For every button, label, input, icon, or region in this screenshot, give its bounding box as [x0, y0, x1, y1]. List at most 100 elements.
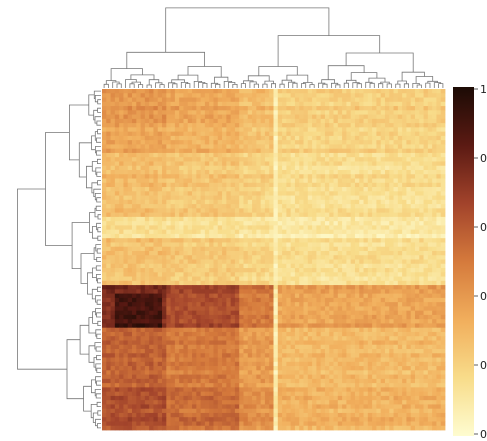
heatmap-cell [419, 140, 424, 145]
heatmap-cell [217, 242, 223, 248]
heatmap-cell [252, 242, 257, 248]
heatmap-cell [102, 285, 107, 290]
heatmap-cell [230, 302, 236, 307]
heatmap-cell [440, 216, 446, 222]
heatmap-cell [277, 97, 283, 103]
heatmap-cell [410, 135, 416, 141]
heatmap-cell [312, 285, 317, 290]
heatmap-cell [312, 289, 317, 294]
heatmap-cell [170, 97, 176, 103]
heatmap-cell [226, 255, 232, 260]
heatmap-cell [324, 272, 330, 277]
heatmap-cell [329, 89, 334, 94]
heatmap-cell [376, 340, 382, 346]
heatmap-cell [324, 118, 330, 124]
heatmap-cell [337, 131, 343, 137]
heatmap-cell [132, 250, 137, 256]
heatmap-cell [384, 280, 390, 286]
heatmap-cell [303, 191, 309, 196]
heatmap-cell [273, 263, 279, 269]
heatmap-cell [414, 106, 420, 111]
heatmap-cell [140, 152, 146, 158]
heatmap-cell [290, 285, 296, 290]
heatmap-cell [406, 319, 412, 324]
heatmap-cell [102, 106, 107, 111]
heatmap-cell [196, 306, 202, 312]
heatmap-cell [140, 195, 146, 201]
heatmap-cell [402, 319, 407, 324]
heatmap-cell [342, 178, 347, 184]
heatmap-cell [423, 131, 429, 137]
heatmap-cell [123, 110, 129, 115]
heatmap-cell [410, 123, 416, 128]
heatmap-cell [436, 161, 442, 167]
heatmap-cell [102, 306, 107, 312]
dendrogram-link [45, 132, 73, 246]
dendrogram-link [271, 83, 276, 88]
heatmap-cell [307, 187, 313, 192]
heatmap-cell [200, 331, 206, 337]
heatmap-cell [359, 106, 364, 111]
heatmap-cell [209, 216, 214, 222]
heatmap-cell [346, 187, 352, 192]
heatmap-cell [376, 174, 382, 179]
heatmap-cell [397, 268, 403, 273]
heatmap-cell [337, 123, 343, 128]
heatmap-cell [213, 310, 219, 316]
heatmap-cell [342, 233, 347, 239]
heatmap-cell [410, 208, 416, 214]
heatmap-cell [333, 233, 339, 239]
heatmap-cell [350, 140, 356, 145]
heatmap-cell [217, 131, 223, 137]
heatmap-cell [252, 259, 257, 265]
heatmap-cell [277, 165, 283, 171]
heatmap-cell [346, 191, 352, 196]
heatmap-cell [324, 127, 330, 133]
heatmap-cell [157, 161, 163, 167]
heatmap-cell [170, 225, 176, 231]
heatmap-cell [149, 93, 154, 98]
heatmap-cell [149, 323, 154, 329]
heatmap-cell [247, 272, 253, 277]
heatmap-cell [432, 127, 437, 133]
heatmap-cell [110, 225, 116, 231]
heatmap-cell [350, 118, 356, 124]
heatmap-cell [273, 323, 279, 329]
heatmap-cell [196, 101, 202, 107]
heatmap-cell [243, 110, 249, 115]
heatmap-cell [384, 336, 390, 341]
heatmap-cell [376, 110, 382, 115]
heatmap-cell [397, 233, 403, 239]
heatmap-cell [260, 314, 266, 320]
heatmap-cell [119, 238, 124, 243]
heatmap-cell [440, 280, 446, 286]
heatmap-cell [204, 280, 210, 286]
heatmap-cell [149, 293, 154, 299]
heatmap-cell [252, 229, 257, 235]
heatmap-cell [436, 293, 442, 299]
heatmap-cell [179, 293, 184, 299]
heatmap-cell [410, 187, 416, 192]
heatmap-cell [269, 135, 274, 141]
heatmap-cell [346, 327, 352, 333]
heatmap-cell [144, 106, 150, 111]
heatmap-cell [324, 221, 330, 226]
heatmap-cell [286, 161, 292, 167]
heatmap-cell [106, 323, 111, 329]
heatmap-cell [114, 297, 120, 303]
heatmap-cell [367, 336, 373, 341]
heatmap-cell [354, 110, 360, 115]
heatmap-cell [269, 285, 274, 290]
heatmap-cell [162, 340, 167, 346]
heatmap-cell [312, 195, 317, 201]
heatmap-cell [226, 297, 232, 303]
dendrogram-link [97, 99, 101, 105]
heatmap-cell [114, 131, 120, 137]
heatmap-cell [333, 306, 339, 312]
heatmap-cell [402, 216, 407, 222]
heatmap-cell [149, 327, 154, 333]
heatmap-cell [123, 293, 129, 299]
heatmap-cell [140, 319, 146, 324]
heatmap-cell [264, 293, 270, 299]
heatmap-cell [359, 165, 364, 171]
